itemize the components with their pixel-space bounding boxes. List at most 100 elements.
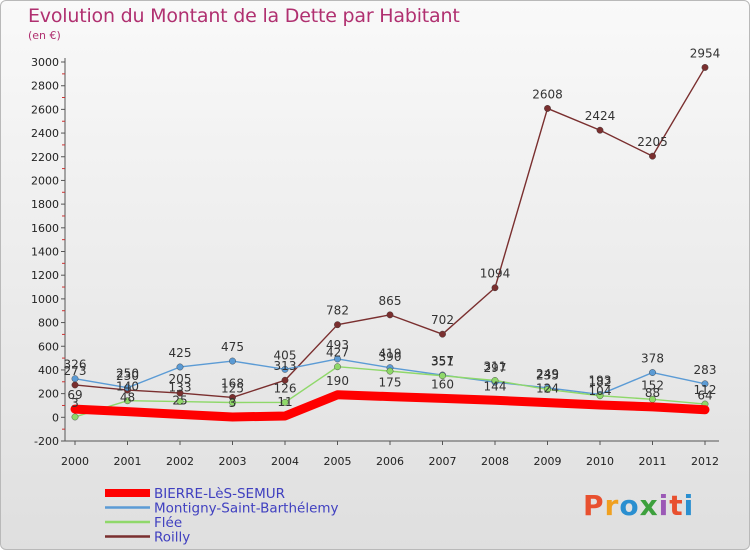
data-label: 152 bbox=[641, 378, 664, 392]
logo-letter: t bbox=[669, 489, 684, 522]
data-label: 427 bbox=[326, 346, 349, 360]
data-label: 475 bbox=[221, 340, 244, 354]
logo-letter: r bbox=[604, 489, 620, 522]
series-layer bbox=[70, 64, 710, 422]
series-point-3 bbox=[281, 376, 289, 384]
x-tick-label: 2006 bbox=[376, 455, 404, 468]
logo-letter: P bbox=[583, 489, 605, 522]
series-point-3 bbox=[386, 311, 394, 319]
data-label: 2954 bbox=[690, 46, 721, 60]
data-label: 230 bbox=[116, 369, 139, 383]
data-label: 297 bbox=[484, 361, 507, 375]
series-point-3 bbox=[334, 321, 341, 329]
data-label: 126 bbox=[274, 381, 297, 395]
x-tick-label: 2000 bbox=[61, 455, 89, 468]
data-label: 3 bbox=[229, 396, 237, 410]
chart-title: Evolution du Montant de la Dette par Hab… bbox=[28, 5, 460, 27]
x-tick-label: 2007 bbox=[429, 455, 457, 468]
data-label: 193 bbox=[589, 373, 612, 387]
data-label: 425 bbox=[169, 346, 192, 360]
legend-label: BIERRE-LèS-SEMUR bbox=[154, 486, 285, 502]
data-label: 283 bbox=[694, 363, 717, 377]
data-label: 112 bbox=[694, 383, 717, 397]
series-point-2 bbox=[124, 397, 131, 405]
legend-label: Montigny-Saint-Barthélemy bbox=[154, 501, 339, 517]
data-label: 378 bbox=[641, 352, 664, 366]
data-label: 273 bbox=[64, 364, 87, 378]
series-point-1 bbox=[176, 363, 184, 371]
data-label: 249 bbox=[536, 367, 559, 381]
x-tick-label: 2009 bbox=[534, 455, 562, 468]
series-point-1 bbox=[334, 355, 341, 363]
data-label: 493 bbox=[326, 338, 349, 352]
y-tick-label: 2000 bbox=[31, 174, 59, 187]
series-point-3 bbox=[701, 64, 709, 71]
data-label: 144 bbox=[484, 379, 507, 393]
chart-subtitle: (en €) bbox=[28, 29, 61, 42]
y-tick-label: 1400 bbox=[31, 246, 59, 259]
series-point-1 bbox=[281, 365, 289, 373]
x-tick-label: 2012 bbox=[691, 455, 719, 468]
data-label: 2608 bbox=[532, 87, 563, 101]
series-point-2 bbox=[176, 398, 184, 405]
data-label: 160 bbox=[431, 377, 454, 391]
data-label: 2424 bbox=[585, 109, 616, 123]
series-point-2 bbox=[439, 372, 446, 380]
series-point-2 bbox=[229, 399, 236, 406]
series-point-3 bbox=[596, 126, 604, 134]
y-tick-label: 3000 bbox=[31, 56, 59, 69]
legend: BIERRE-LèS-SEMURMontigny-Saint-Barthélem… bbox=[105, 486, 339, 546]
data-label: 104 bbox=[589, 384, 612, 398]
y-tick-label: 1200 bbox=[31, 269, 59, 282]
data-label: 140 bbox=[116, 380, 139, 394]
data-label: 1094 bbox=[480, 267, 511, 281]
logo-letter: i bbox=[683, 489, 695, 522]
legend-label: Roilly bbox=[154, 530, 190, 546]
data-label: 326 bbox=[64, 358, 87, 372]
y-tick-label: 2800 bbox=[31, 80, 59, 93]
data-label: 390 bbox=[379, 350, 402, 364]
series-point-2 bbox=[491, 377, 499, 384]
y-tick-label: 1000 bbox=[31, 293, 59, 306]
y-tick-label: 400 bbox=[38, 364, 59, 377]
y-tick-label: 0 bbox=[52, 411, 59, 424]
y-tick-label: 1600 bbox=[31, 222, 59, 235]
y-tick-label: 800 bbox=[38, 317, 59, 330]
series-point-3 bbox=[439, 330, 446, 338]
series-point-2 bbox=[334, 363, 341, 371]
data-label: 190 bbox=[326, 374, 349, 388]
proxiti-logo: Proxiti bbox=[583, 489, 694, 522]
data-label: 311 bbox=[484, 359, 507, 373]
data-label: 88 bbox=[645, 386, 660, 400]
logo-letter: x bbox=[639, 489, 659, 522]
series-line-0 bbox=[70, 390, 710, 422]
x-tick-label: 2005 bbox=[324, 455, 352, 468]
series-point-1 bbox=[701, 380, 709, 388]
x-tick-label: 2004 bbox=[271, 455, 299, 468]
series-point-1 bbox=[71, 375, 79, 383]
data-label: 313 bbox=[274, 359, 297, 373]
data-label: 351 bbox=[431, 355, 454, 369]
y-tick-label: 200 bbox=[38, 388, 59, 401]
data-label: 2205 bbox=[637, 135, 668, 149]
series-point-1 bbox=[229, 357, 236, 365]
axes: -200 0 200 400 600 800 1000 1200 1400 1600 1800 200… bbox=[31, 56, 719, 468]
y-tick-label: 2200 bbox=[31, 151, 59, 164]
x-tick-label: 2011 bbox=[639, 455, 667, 468]
data-label: 405 bbox=[274, 348, 297, 362]
data-label: 48 bbox=[120, 391, 135, 405]
series-point-1 bbox=[124, 384, 131, 392]
x-tick-label: 2010 bbox=[586, 455, 614, 468]
data-label: 419 bbox=[379, 347, 402, 361]
y-tick-label: 2600 bbox=[31, 103, 59, 116]
series-point-1 bbox=[649, 369, 656, 376]
series-point-2 bbox=[71, 413, 79, 421]
data-label: 133 bbox=[169, 381, 192, 395]
series-point-2 bbox=[596, 392, 604, 400]
data-label: 175 bbox=[379, 376, 402, 390]
data-label: 25 bbox=[172, 393, 187, 407]
series-point-2 bbox=[386, 367, 394, 375]
